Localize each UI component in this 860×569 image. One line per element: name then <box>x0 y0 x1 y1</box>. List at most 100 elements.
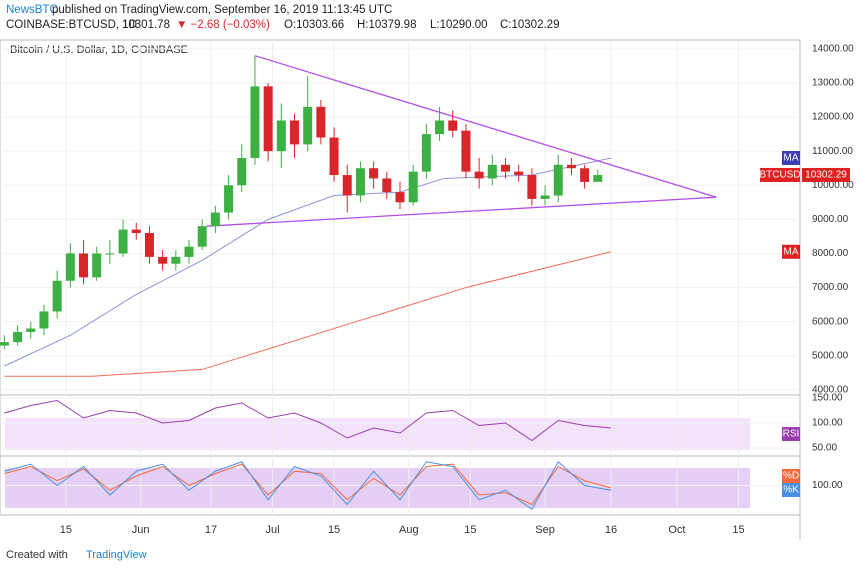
change: ▼ −2.68 (−0.03%) <box>176 19 270 31</box>
stoch-line <box>4 463 612 506</box>
y-tick-label: 4000.00 <box>812 385 849 396</box>
candle-body <box>342 175 352 196</box>
y-tick-label: 14000.00 <box>812 44 854 55</box>
y-tick-label: 13000.00 <box>812 78 854 89</box>
stoch-legend: %K <box>783 485 799 496</box>
candle-body <box>118 229 128 254</box>
y-tick-label: 9000.00 <box>812 214 849 225</box>
y-tick-label: 10000.00 <box>812 180 854 191</box>
low: L:10290.00 <box>430 19 488 31</box>
candle-body <box>250 86 260 158</box>
y-tick-label: 6000.00 <box>812 316 849 327</box>
stoch-legend-box <box>782 483 800 497</box>
last-price: 10302.29 <box>805 170 847 181</box>
x-tick-label: 17 <box>205 524 217 536</box>
candle-body <box>580 168 590 182</box>
candle-body <box>144 233 154 257</box>
candle-body <box>263 86 273 152</box>
last-symbol-box <box>760 167 800 182</box>
y-tick-label: 11000.00 <box>812 146 853 157</box>
candle-body <box>408 171 418 203</box>
candle-body <box>171 256 181 264</box>
y-tick-label: 8000.00 <box>812 248 849 259</box>
x-tick-label: 15 <box>328 524 340 536</box>
candle-body <box>13 331 23 343</box>
x-tick-label: Aug <box>399 524 419 536</box>
y-tick-label: 50.00 <box>812 443 837 454</box>
ma-tag: MA <box>784 246 799 257</box>
candle-body <box>105 253 115 255</box>
candle-body <box>26 328 36 332</box>
last-symbol: BTCUSD <box>759 170 800 181</box>
candle-body <box>448 120 458 131</box>
rsi-tag: RSI <box>783 429 800 440</box>
stoch-band <box>5 468 750 508</box>
published: published on TradingView.com, September … <box>52 4 392 16</box>
x-tick-label: 15 <box>60 524 72 536</box>
y-tick-label: 5000.00 <box>812 350 849 361</box>
candle-body <box>184 246 194 257</box>
candle-body <box>0 342 9 346</box>
x-tick-label: 15 <box>732 524 744 536</box>
y-tick-label: 7000.00 <box>812 282 849 293</box>
y-tick-label: 100.00 <box>812 418 843 429</box>
candle-body <box>474 171 484 179</box>
candle-body <box>382 178 392 193</box>
x-tick-label: Sep <box>535 524 555 536</box>
candle-body <box>224 185 234 213</box>
candle-body <box>79 253 89 278</box>
x-tick-label: 16 <box>605 524 617 536</box>
last: 10301.78 <box>122 19 170 31</box>
moving-average <box>4 251 612 377</box>
candle-body <box>500 164 510 172</box>
stoch-legend-box <box>782 469 800 483</box>
y-tick-label: 150.00 <box>812 393 843 404</box>
candle-body <box>290 120 300 145</box>
x-tick-label: Oct <box>668 524 685 536</box>
trendline <box>254 55 717 198</box>
footer-brand: TradingView <box>86 549 147 561</box>
y-tick-label: 100.00 <box>812 480 843 491</box>
candle-body <box>369 168 379 179</box>
chart-title: Bitcoin / U.S. Dollar, 1D, COINBASE <box>10 44 188 56</box>
candle-body <box>52 280 62 312</box>
candle-body <box>237 157 247 186</box>
ma-tag-box <box>782 150 800 165</box>
candle-body <box>527 175 537 199</box>
high: H:10379.98 <box>357 19 416 31</box>
rsi-line <box>4 399 612 442</box>
candle-body <box>553 164 563 196</box>
candle-body <box>514 171 524 176</box>
candle-body <box>461 130 471 172</box>
candle-body <box>355 168 365 196</box>
symbol: COINBASE:BTCUSD, 1D <box>6 19 137 31</box>
candle-body <box>276 120 286 152</box>
candle-body <box>316 106 326 138</box>
candle-body <box>92 253 102 278</box>
candle-body <box>487 164 497 179</box>
ma-tag: MA <box>784 153 799 164</box>
candle-body <box>540 195 550 199</box>
candle-body <box>131 229 141 234</box>
x-tick-label: Jul <box>265 524 279 536</box>
y-tick-label: 12000.00 <box>812 112 854 123</box>
candle-body <box>329 137 339 176</box>
x-tick-label: Jun <box>132 524 150 536</box>
x-tick-label: 15 <box>464 524 476 536</box>
candle-body <box>566 164 576 169</box>
stoch-legend: %D <box>783 471 799 482</box>
candle-body <box>210 212 220 227</box>
candle-body <box>421 134 431 172</box>
candle-body <box>593 175 603 182</box>
last-price-box <box>802 167 850 182</box>
candle-body <box>395 192 405 203</box>
rsi-tag-box <box>782 427 800 441</box>
candle-body <box>303 106 313 145</box>
close: C:10302.29 <box>500 19 559 31</box>
candle-body <box>65 253 75 281</box>
candle-body <box>197 226 207 247</box>
ma-tag-box <box>782 244 800 259</box>
candle-body <box>435 120 445 135</box>
stoch-line <box>4 460 612 510</box>
